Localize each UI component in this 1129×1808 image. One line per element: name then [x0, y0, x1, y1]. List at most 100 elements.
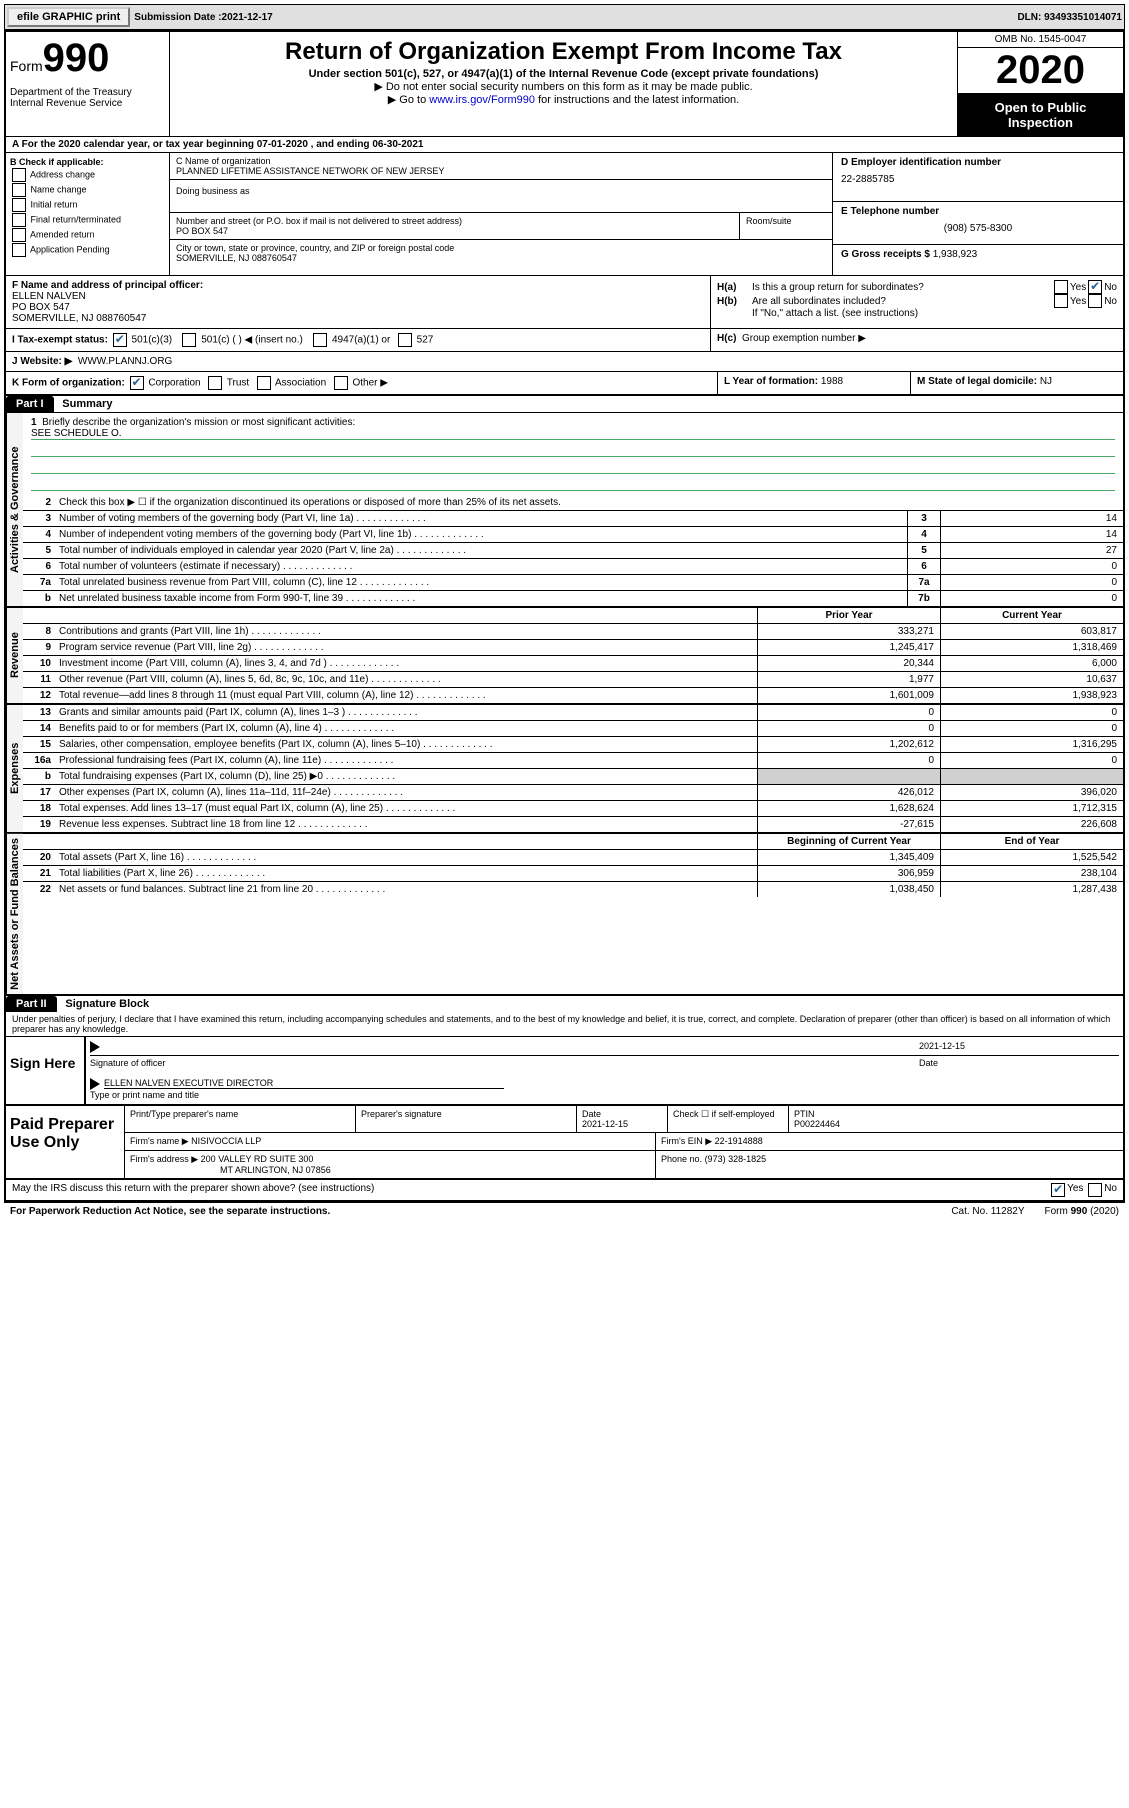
header-left: Form990 Department of the Treasury Inter… — [6, 32, 170, 136]
officer-addr1: PO BOX 547 — [12, 302, 704, 313]
tax-status-row: I Tax-exempt status: 501(c)(3) 501(c) ( … — [6, 329, 1123, 352]
summary-row: 18Total expenses. Add lines 13–17 (must … — [23, 800, 1123, 816]
city-state-zip: SOMERVILLE, NJ 088760547 — [176, 253, 826, 263]
efile-print-button[interactable]: efile GRAPHIC print — [7, 7, 130, 27]
sign-date: 2021-12-15 — [919, 1041, 1119, 1053]
sign-here-label: Sign Here — [6, 1037, 84, 1104]
prior-year-header: Prior Year — [757, 608, 940, 623]
501c3-checkbox[interactable] — [113, 333, 127, 347]
check-applicable-box: B Check if applicable: Address change Na… — [6, 153, 170, 275]
hb-yes-checkbox[interactable] — [1054, 294, 1068, 308]
open-inspection-badge: Open to Public Inspection — [958, 94, 1123, 136]
part-2-header-row: Part II Signature Block — [6, 994, 1123, 1012]
paid-preparer-label: Paid Preparer Use Only — [6, 1106, 124, 1178]
net-assets-block: Net Assets or Fund Balances Beginning of… — [6, 832, 1123, 994]
mission-box: 1 Briefly describe the organization's mi… — [23, 413, 1123, 495]
part-1-tag: Part I — [6, 396, 54, 412]
form-title: Return of Organization Exempt From Incom… — [174, 38, 953, 66]
ha-no-checkbox[interactable] — [1088, 280, 1102, 294]
summary-row: 6Total number of volunteers (estimate if… — [23, 558, 1123, 574]
address-change-checkbox[interactable]: Address change — [10, 168, 165, 182]
form-subtitle: Under section 501(c), 527, or 4947(a)(1)… — [174, 68, 953, 80]
discuss-yes-checkbox[interactable] — [1051, 1183, 1065, 1197]
hb-no-checkbox[interactable] — [1088, 294, 1102, 308]
sig-date-label: Date — [919, 1058, 1119, 1068]
revenue-side-label: Revenue — [6, 608, 23, 703]
street-box: Number and street (or P.O. box if mail i… — [170, 213, 740, 239]
initial-return-checkbox[interactable]: Initial return — [10, 198, 165, 212]
summary-row: 5Total number of individuals employed in… — [23, 542, 1123, 558]
part-2-tag: Part II — [6, 996, 57, 1012]
preparer-name-header: Print/Type preparer's name — [125, 1106, 356, 1132]
gross-receipts-box: G Gross receipts $ 1,938,923 — [833, 245, 1123, 264]
4947-checkbox[interactable] — [313, 333, 327, 347]
omb-number: OMB No. 1545-0047 — [958, 32, 1123, 48]
name-change-checkbox[interactable]: Name change — [10, 183, 165, 197]
phone-box: E Telephone number (908) 575-8300 — [833, 202, 1123, 245]
room-suite-box: Room/suite — [740, 213, 832, 239]
summary-row: 3Number of voting members of the governi… — [23, 510, 1123, 526]
trust-checkbox[interactable] — [208, 376, 222, 390]
summary-row: 12Total revenue—add lines 8 through 11 (… — [23, 687, 1123, 703]
discuss-no-checkbox[interactable] — [1088, 1183, 1102, 1197]
beginning-year-header: Beginning of Current Year — [757, 834, 940, 849]
discuss-row: May the IRS discuss this return with the… — [6, 1180, 1123, 1201]
dln: DLN: 93493351014071 — [1017, 12, 1122, 23]
officer-group-row: F Name and address of principal officer:… — [6, 276, 1123, 329]
ha-yes-checkbox[interactable] — [1054, 280, 1068, 294]
officer-name: ELLEN NALVEN — [12, 291, 704, 302]
tax-year: 2020 — [958, 48, 1123, 94]
summary-row: 15Salaries, other compensation, employee… — [23, 736, 1123, 752]
form-version: Form 990 (2020) — [1045, 1206, 1119, 1217]
summary-row: 8Contributions and grants (Part VIII, li… — [23, 623, 1123, 639]
part-2-title: Signature Block — [59, 998, 149, 1010]
org-name-box: C Name of organization PLANNED LIFETIME … — [170, 153, 832, 180]
corporation-checkbox[interactable] — [130, 376, 144, 390]
preparer-sig-header: Preparer's signature — [356, 1106, 577, 1132]
part-1-title: Summary — [56, 398, 112, 410]
summary-row: 13Grants and similar amounts paid (Part … — [23, 705, 1123, 720]
end-year-header: End of Year — [940, 834, 1123, 849]
527-checkbox[interactable] — [398, 333, 412, 347]
header-title-block: Return of Organization Exempt From Incom… — [170, 32, 957, 136]
summary-row: 4Number of independent voting members of… — [23, 526, 1123, 542]
application-pending-checkbox[interactable]: Application Pending — [10, 243, 165, 257]
state-domicile-box: M State of legal domicile: NJ — [910, 372, 1123, 394]
arrow-icon — [90, 1041, 100, 1053]
tax-year-range: A For the 2020 calendar year, or tax yea… — [6, 137, 1123, 153]
association-checkbox[interactable] — [257, 376, 271, 390]
ein-value: 22-2885785 — [841, 174, 1115, 185]
form-of-org-box: K Form of organization: Corporation Trus… — [6, 372, 717, 394]
arrow-icon — [90, 1078, 100, 1090]
net-assets-side-label: Net Assets or Fund Balances — [6, 834, 23, 994]
current-year-header: Current Year — [940, 608, 1123, 623]
other-checkbox[interactable] — [334, 376, 348, 390]
summary-row: 19Revenue less expenses. Subtract line 1… — [23, 816, 1123, 832]
instructions-link-row: ▶ Go to www.irs.gov/Form990 for instruct… — [174, 93, 953, 106]
amended-return-checkbox[interactable]: Amended return — [10, 228, 165, 242]
expenses-block: Expenses 13Grants and similar amounts pa… — [6, 703, 1123, 832]
header-right: OMB No. 1545-0047 2020 Open to Public In… — [957, 32, 1123, 136]
phone-value: (908) 575-8300 — [841, 223, 1115, 234]
form-container: Form990 Department of the Treasury Inter… — [4, 30, 1125, 1203]
revenue-block: Revenue Prior Year Current Year 8Contrib… — [6, 606, 1123, 703]
line-2-desc: Check this box ▶ ☐ if the organization d… — [55, 495, 1123, 510]
summary-row: 9Program service revenue (Part VIII, lin… — [23, 639, 1123, 655]
city-box: City or town, state or province, country… — [170, 240, 832, 275]
ptin-header: PTINP00224464 — [789, 1106, 1123, 1132]
501c-checkbox[interactable] — [182, 333, 196, 347]
hc-box: H(c) Group exemption number ▶ — [710, 329, 1123, 351]
governance-block: Activities & Governance 1 Briefly descri… — [6, 413, 1123, 606]
org-name: PLANNED LIFETIME ASSISTANCE NETWORK OF N… — [176, 166, 826, 176]
summary-row: 16aProfessional fundraising fees (Part I… — [23, 752, 1123, 768]
year-formation-box: L Year of formation: 1988 — [717, 372, 910, 394]
ein-box: D Employer identification number 22-2885… — [833, 153, 1123, 202]
officer-addr2: SOMERVILLE, NJ 088760547 — [12, 313, 704, 324]
final-return-checkbox[interactable]: Final return/terminated — [10, 213, 165, 227]
firm-name-box: Firm's name ▶ NISIVOCCIA LLP — [125, 1133, 656, 1150]
sig-officer-label: Signature of officer — [90, 1058, 919, 1068]
type-name-label: Type or print name and title — [90, 1090, 1119, 1100]
instructions-link[interactable]: www.irs.gov/Form990 — [429, 94, 535, 106]
street-address: PO BOX 547 — [176, 226, 733, 236]
ein-phone-column: D Employer identification number 22-2885… — [832, 153, 1123, 275]
